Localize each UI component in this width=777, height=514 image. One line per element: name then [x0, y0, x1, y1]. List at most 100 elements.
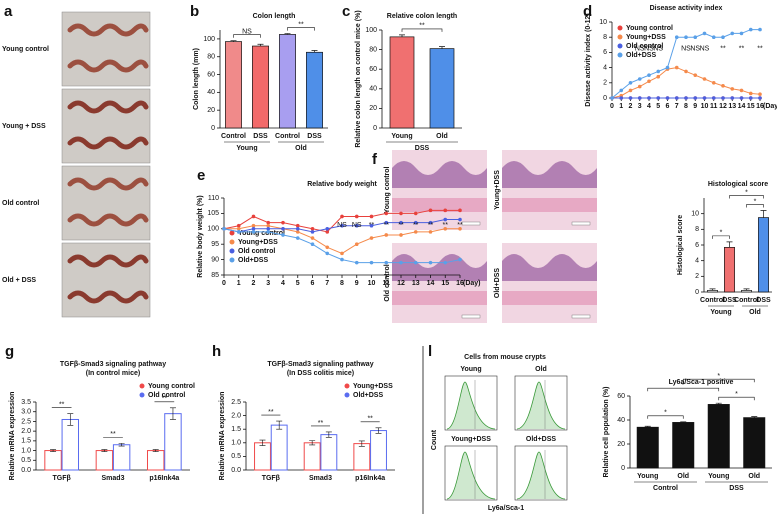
point [458, 257, 462, 262]
point [236, 227, 241, 231]
point [310, 230, 315, 234]
annotation: NS [700, 45, 710, 52]
error-bar [375, 427, 382, 434]
y-axis-label: Relative mRNA expression [9, 392, 16, 481]
significance-label: ** [110, 431, 116, 438]
y-tick-label: 1.0 [231, 440, 241, 447]
colon-specimen [67, 290, 149, 304]
chart-subtitle: (In control mice) [86, 370, 140, 377]
y-tick-label: 0 [373, 125, 377, 132]
y-tick-label: 4 [695, 258, 699, 265]
point [236, 223, 241, 228]
scale-bar [571, 221, 591, 226]
y-tick-label: 40 [617, 417, 625, 424]
y-tick-label: 0.5 [21, 457, 31, 464]
point [758, 92, 762, 96]
point [325, 251, 330, 256]
photo-label: Young control [2, 46, 49, 53]
y-tick-label: 40 [207, 89, 215, 96]
point [758, 27, 762, 32]
x-tick-label: 16 [756, 103, 764, 110]
error-bar [169, 407, 176, 420]
y-tick-label: 0.0 [21, 467, 31, 474]
point [748, 91, 753, 96]
y-axis-label: Relative cell population (%) [603, 386, 610, 477]
x-tick-label: 2 [629, 103, 633, 110]
y-tick-label: 90 [211, 256, 219, 263]
point [310, 227, 315, 231]
point [674, 35, 679, 39]
point [251, 227, 256, 231]
point [369, 236, 374, 240]
significance-label: ** [419, 23, 425, 30]
point [739, 88, 744, 93]
legend-label: Old+DSS [353, 392, 383, 399]
point [399, 233, 403, 237]
bar [252, 45, 269, 129]
y-tick-label: 20 [207, 107, 215, 114]
legend-label: Young+DSS [626, 34, 666, 41]
x-tick-label: Young [637, 473, 658, 480]
legend-marker [617, 34, 623, 40]
x-tick-label: Control [700, 297, 725, 304]
point [251, 214, 256, 219]
legend-marker [139, 392, 145, 398]
x-tick-label: 7 [325, 280, 329, 287]
x-tick-label: 2 [252, 280, 256, 287]
image-label: Young control [384, 166, 391, 213]
group-label: Old [749, 309, 761, 316]
histogram-curve [516, 451, 566, 500]
error-bar [67, 413, 74, 426]
y-tick-label: 2.0 [21, 428, 31, 435]
x-tick-label: DSS [307, 133, 322, 140]
axis-label: Ly6a/Sca-1 [488, 505, 524, 512]
y-tick-label: 6 [603, 49, 607, 56]
x-tick-label: 8 [340, 280, 344, 287]
significance-bracket [401, 28, 443, 32]
x-tick-label: p16Ink4a [149, 475, 179, 482]
error-bar [101, 449, 108, 452]
point [266, 227, 271, 231]
point [295, 236, 300, 240]
point [384, 220, 389, 225]
point [748, 27, 753, 32]
legend-marker [344, 383, 350, 389]
point [684, 35, 688, 39]
chart-title: Relative body weight [307, 181, 377, 188]
x-tick-label: Control [221, 133, 246, 140]
point [251, 223, 256, 228]
point [637, 77, 642, 81]
annotation: ** [369, 222, 375, 229]
group-label: Young [236, 145, 257, 152]
point [674, 96, 679, 100]
point [281, 220, 285, 225]
bar [707, 404, 730, 469]
tissue-layer [502, 291, 597, 305]
legend-label: Old control [148, 392, 185, 399]
x-tick-label: 10 [368, 280, 376, 287]
legend-marker [229, 257, 235, 263]
bar [389, 36, 415, 129]
annotation: ** [443, 222, 449, 229]
colon-specimen [67, 100, 149, 114]
point [443, 217, 448, 222]
error-bar [439, 46, 445, 49]
chart-title: Disease activity index [650, 5, 723, 12]
x-tick-label: 3 [638, 103, 642, 110]
point [413, 260, 418, 265]
point [637, 84, 642, 89]
point [384, 260, 389, 265]
x-tick-label: 9 [693, 103, 697, 110]
point [428, 208, 433, 213]
tissue-layer [502, 254, 597, 281]
y-tick-label: 100 [365, 27, 377, 34]
point [340, 257, 344, 262]
panel-letter: h [212, 343, 221, 360]
point [665, 96, 670, 100]
y-tick-label: 0 [621, 465, 625, 472]
annotation: ** [413, 222, 419, 229]
point [354, 223, 359, 228]
annotation: NS [653, 45, 663, 52]
tissue-layer [392, 291, 487, 305]
colon-specimen [67, 59, 149, 73]
